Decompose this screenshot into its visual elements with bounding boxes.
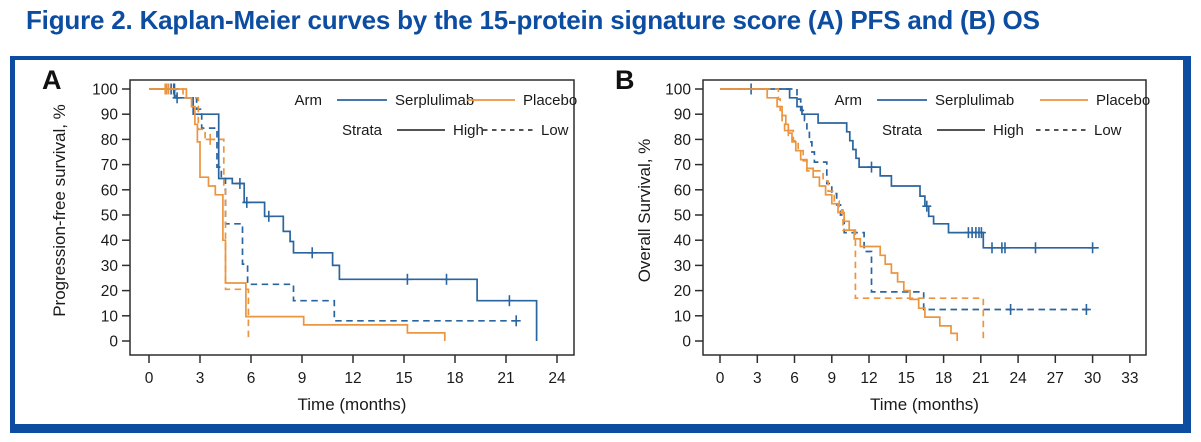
x-tick-label: 21 — [497, 370, 514, 387]
y-tick-label: 70 — [101, 157, 119, 174]
legend-arm-label: Arm — [295, 92, 323, 109]
x-tick-label: 12 — [344, 370, 361, 387]
y-tick-label: 50 — [101, 208, 119, 225]
legend: Arm Serplulimab Placebo Strata High Low — [295, 92, 578, 139]
y-tick-label: 70 — [674, 157, 692, 174]
km-curve-placebo-high — [149, 88, 446, 341]
km-curve-serplulimab-low — [720, 88, 1089, 311]
x-axis-title: Time (months) — [298, 395, 407, 414]
legend-arm-placebo: Placebo — [1096, 92, 1150, 109]
panel-b-label: B — [615, 65, 635, 95]
km-curve-placebo-low — [149, 88, 250, 341]
y-tick-label: 40 — [101, 233, 119, 250]
legend-arm-label: Arm — [835, 92, 863, 109]
legend-arm-serplulimab: Serplulimab — [395, 92, 474, 109]
censor-marks-placebo-low — [162, 83, 215, 145]
y-tick-label: 10 — [674, 308, 692, 325]
y-tick-label: 80 — [101, 132, 119, 149]
x-tick-label: 15 — [395, 370, 412, 387]
legend: Arm Serplulimab Placebo Strata High Low — [835, 92, 1151, 139]
y-tick-label: 10 — [101, 308, 119, 325]
censor-marks-serplulimab-low — [1006, 304, 1091, 315]
y-tick-label: 30 — [674, 258, 692, 275]
censor-marks-placebo-low — [783, 125, 793, 137]
x-tick-label: 9 — [298, 370, 307, 387]
x-tick-label: 27 — [1047, 370, 1064, 387]
y-axis-title: Progression-free survival, % — [50, 104, 69, 317]
y-tick-label: 100 — [665, 82, 691, 99]
x-tick-label: 24 — [1009, 370, 1027, 387]
y-tick-label: 60 — [101, 182, 119, 199]
x-tick-label: 18 — [935, 370, 952, 387]
y-tick-label: 90 — [101, 107, 119, 124]
x-tick-label: 24 — [548, 370, 566, 387]
legend-arm-placebo: Placebo — [523, 92, 577, 109]
x-axis-title: Time (months) — [870, 395, 979, 414]
y-tick-label: 60 — [674, 182, 692, 199]
x-tick-label: 12 — [860, 370, 877, 387]
y-tick-label: 30 — [101, 258, 119, 275]
legend-arm-serplulimab: Serplulimab — [935, 92, 1014, 109]
km-curve-serplulimab-high — [720, 88, 1099, 249]
legend-strata-low: Low — [541, 122, 569, 139]
axes: 0 3 6 9 12 15 18 21 24 27 30 33 0 10 20 30 40 50 60 70 80 90 1… — [635, 82, 1139, 415]
figure-border-box: A B 0 3 6 9 12 15 18 21 24 0 10 20 30 40 50 60 70 80 90 100… — [10, 56, 1191, 433]
x-tick-label: 3 — [196, 370, 205, 387]
y-tick-label: 90 — [674, 107, 692, 124]
y-axis-title: Overall Survival, % — [635, 139, 654, 283]
legend-strata-low: Low — [1094, 122, 1122, 139]
x-tick-label: 3 — [753, 370, 762, 387]
panel-b-km-chart: 0 3 6 9 12 15 18 21 24 27 30 33 0 10 20 30 40 50 60 70 80 90 1… — [635, 79, 1151, 415]
panel-a-label: A — [42, 65, 62, 95]
y-tick-label: 40 — [674, 233, 692, 250]
x-tick-label: 18 — [446, 370, 463, 387]
x-tick-label: 0 — [716, 370, 725, 387]
y-tick-label: 100 — [92, 82, 118, 99]
y-tick-label: 20 — [101, 283, 119, 300]
y-tick-label: 50 — [674, 208, 692, 225]
km-curve-placebo-low — [720, 88, 985, 341]
y-tick-label: 0 — [109, 334, 118, 351]
legend-strata-label: Strata — [882, 122, 923, 139]
censor-marks-serplulimab-high — [746, 83, 1098, 254]
legend-strata-high: High — [453, 122, 484, 139]
y-tick-label: 0 — [682, 334, 691, 351]
legend-strata-high: High — [993, 122, 1024, 139]
plot-frame — [702, 79, 1147, 356]
y-tick-label: 80 — [674, 132, 692, 149]
panel-a-km-chart: 0 3 6 9 12 15 18 21 24 0 10 20 30 40 50 60 70 80 90 100 Time… — [50, 79, 578, 415]
plot-frame — [129, 79, 575, 356]
x-tick-label: 33 — [1121, 370, 1138, 387]
figure-title: Figure 2. Kaplan-Meier curves by the 15-… — [26, 5, 1040, 35]
x-tick-label: 9 — [827, 370, 836, 387]
axes: 0 3 6 9 12 15 18 21 24 0 10 20 30 40 50 60 70 80 90 100 Time… — [50, 82, 566, 415]
legend-strata-label: Strata — [342, 122, 383, 139]
x-tick-label: 21 — [972, 370, 989, 387]
x-tick-label: 6 — [790, 370, 799, 387]
x-tick-label: 30 — [1084, 370, 1102, 387]
x-tick-label: 0 — [145, 370, 154, 387]
x-tick-label: 15 — [898, 370, 915, 387]
y-tick-label: 20 — [674, 283, 692, 300]
x-tick-label: 6 — [247, 370, 256, 387]
